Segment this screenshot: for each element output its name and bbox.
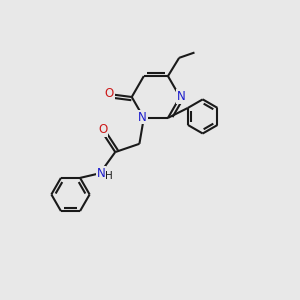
Text: N: N: [138, 110, 147, 124]
Text: H: H: [106, 171, 113, 181]
Text: N: N: [177, 90, 186, 103]
Text: N: N: [97, 167, 106, 180]
Text: O: O: [104, 87, 114, 100]
Text: O: O: [98, 123, 107, 136]
